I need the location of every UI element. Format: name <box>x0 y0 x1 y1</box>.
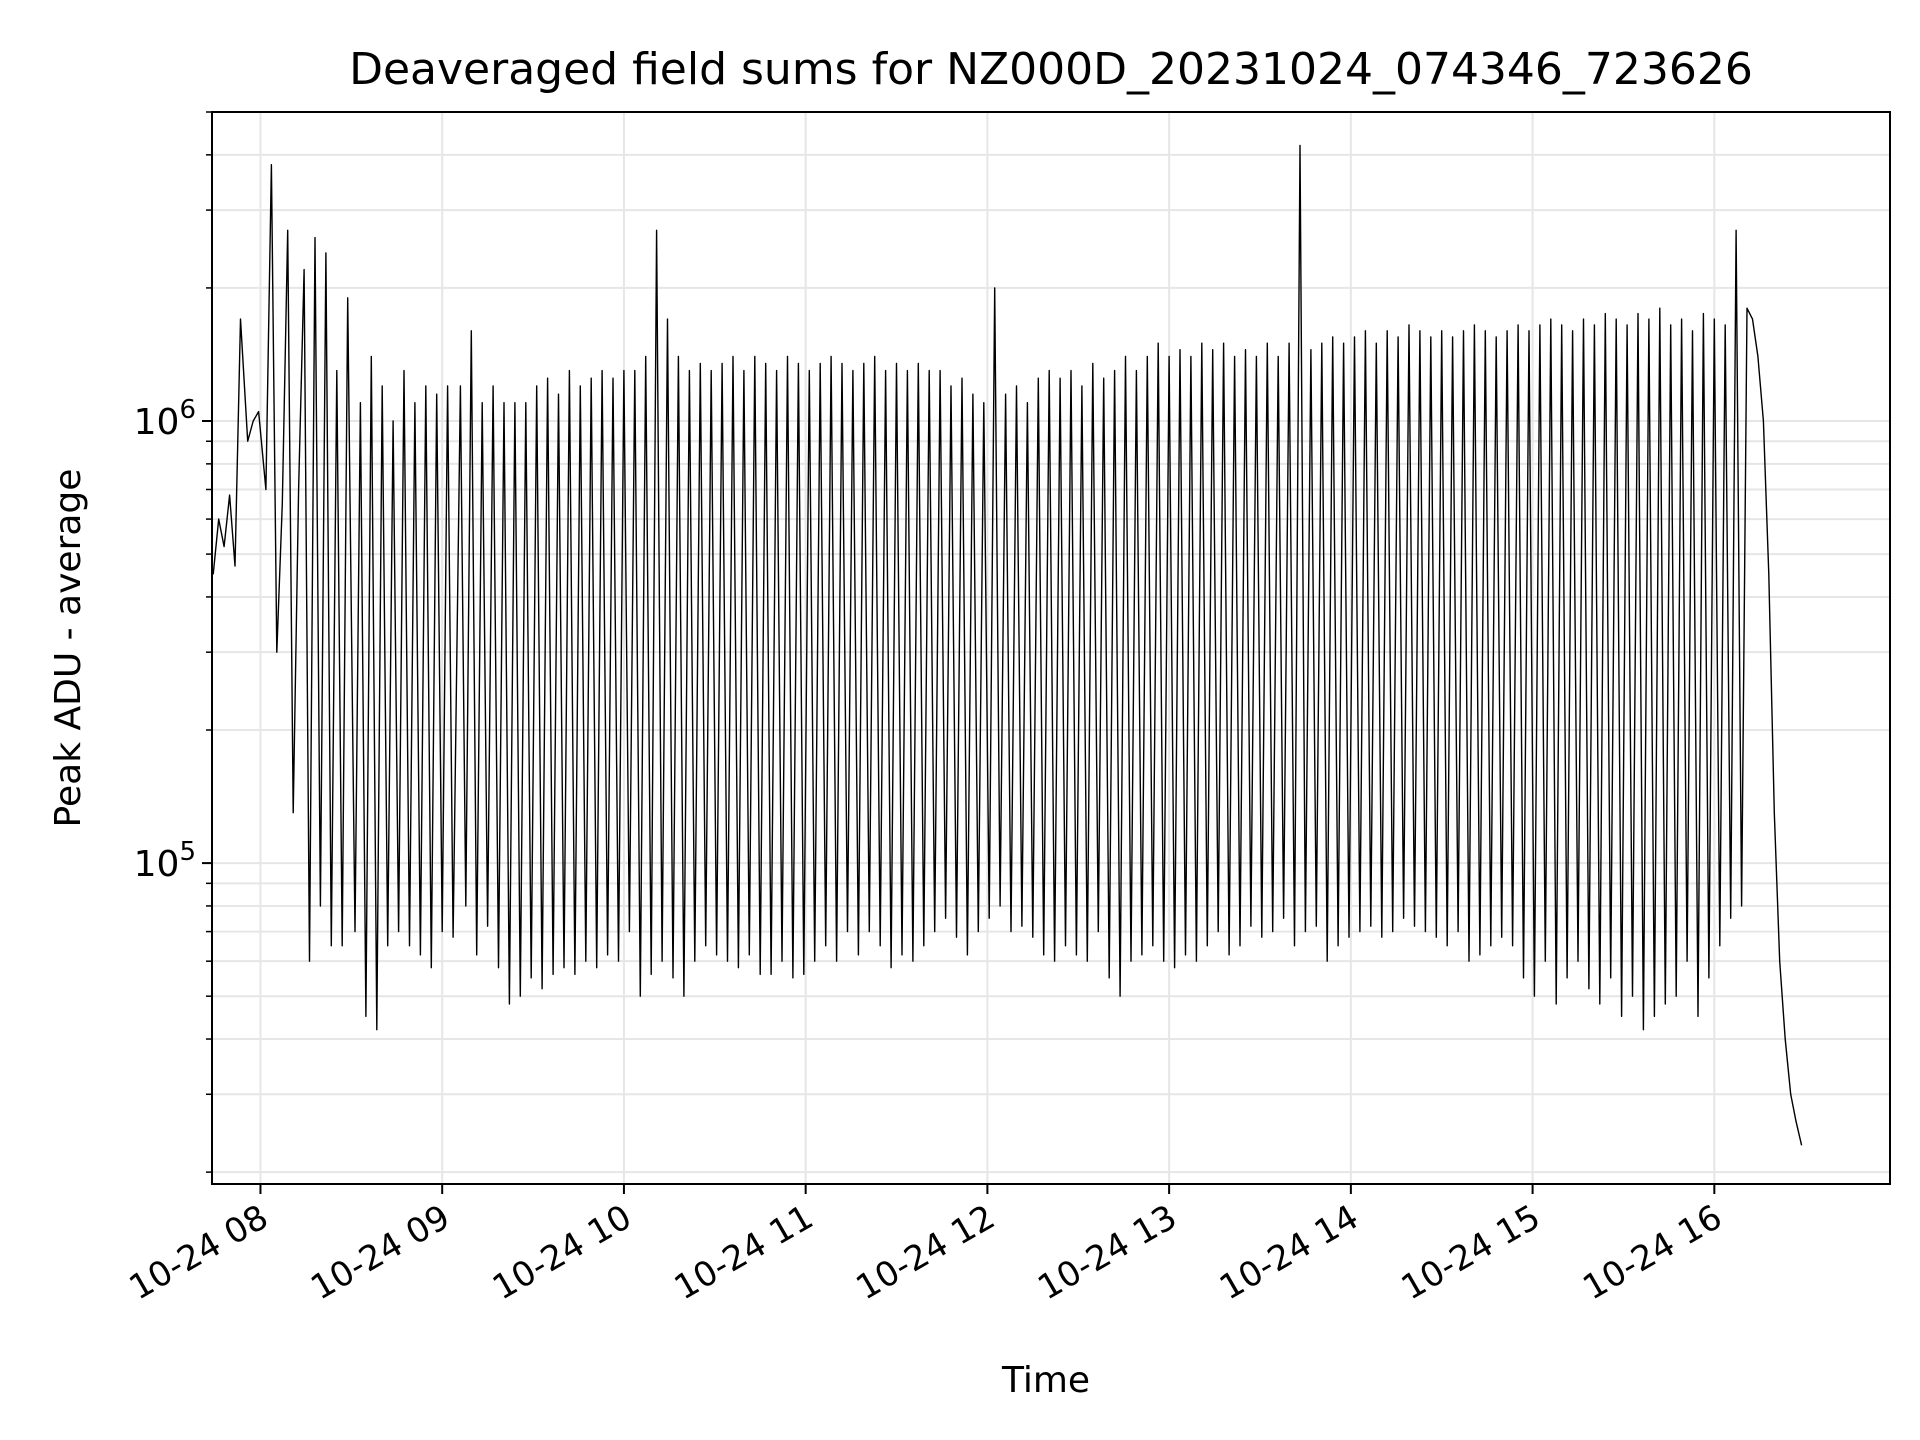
series <box>212 144 1803 1146</box>
y-tick-label: 106 <box>134 395 196 443</box>
y-axis-label: Peak ADU - average <box>48 469 89 828</box>
y-tick-label: 105 <box>134 837 196 885</box>
major-grid <box>212 112 1890 1184</box>
chart-title: Deaveraged field sums for NZ000D_2023102… <box>349 44 1753 95</box>
y-axis: 105 106 <box>134 111 212 1173</box>
x-axis-label: Time <box>1001 1360 1090 1401</box>
series-line <box>212 144 1803 1146</box>
plot-frame <box>211 111 1891 1185</box>
